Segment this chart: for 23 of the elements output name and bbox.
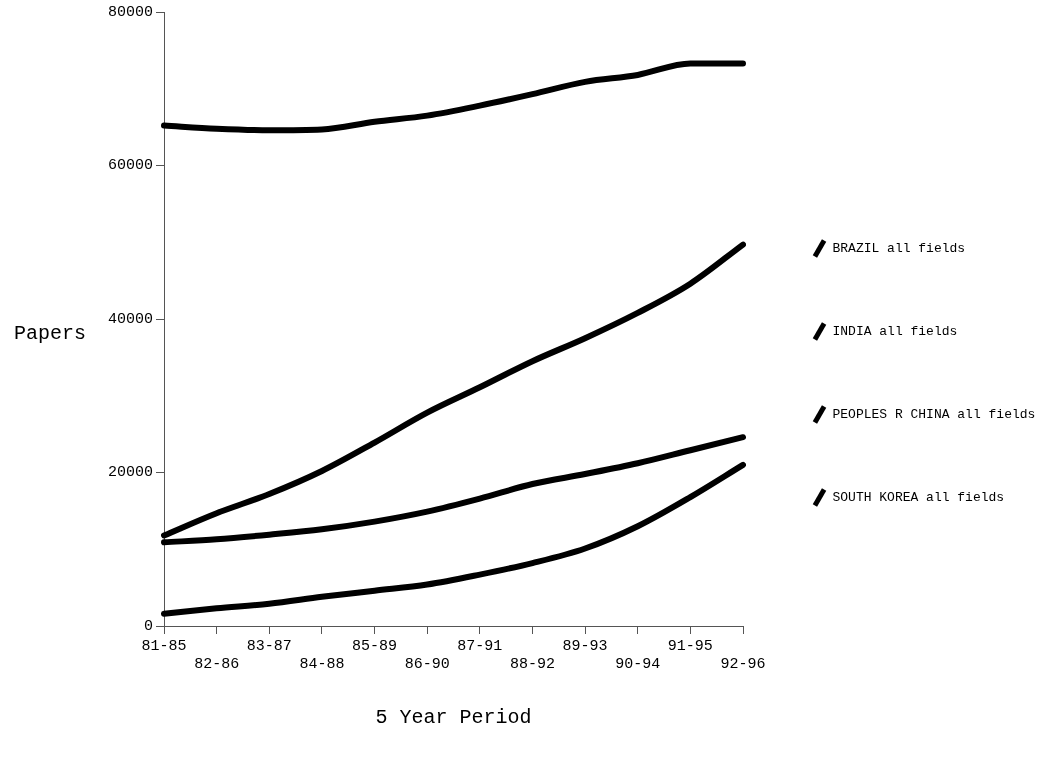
x-tick-label: 82-86 xyxy=(194,655,240,673)
x-tick-label: 91-95 xyxy=(667,637,713,655)
y-tick-label: 80000 xyxy=(107,3,154,21)
x-tick-label: 81-85 xyxy=(141,637,187,655)
x-tick-label: 85-89 xyxy=(352,637,398,655)
x-tick-label: 90-94 xyxy=(615,655,661,673)
y-tick-label: 40000 xyxy=(107,310,154,328)
legend-label: BRAZIL all fields xyxy=(832,240,966,256)
x-tick-label: 86-90 xyxy=(404,655,450,673)
x-tick-label: 83-87 xyxy=(246,637,292,655)
x-tick-label: 87-91 xyxy=(457,637,503,655)
x-tick-label: 92-96 xyxy=(720,655,766,673)
legend-label: PEOPLES R CHINA all fields xyxy=(832,406,1036,422)
legend-label: SOUTH KOREA all fields xyxy=(832,489,1005,505)
x-tick-label: 84-88 xyxy=(299,655,345,673)
y-axis-title: Papers xyxy=(14,322,87,345)
x-axis-title: 5 Year Period xyxy=(375,706,532,730)
x-tick-label: 89-93 xyxy=(562,637,608,655)
x-tick-label: 88-92 xyxy=(509,655,555,673)
legend-label: INDIA all fields xyxy=(832,323,958,339)
y-tick-label: 20000 xyxy=(107,464,154,482)
y-tick-label: 0 xyxy=(143,617,154,635)
y-tick-label: 60000 xyxy=(107,157,154,175)
